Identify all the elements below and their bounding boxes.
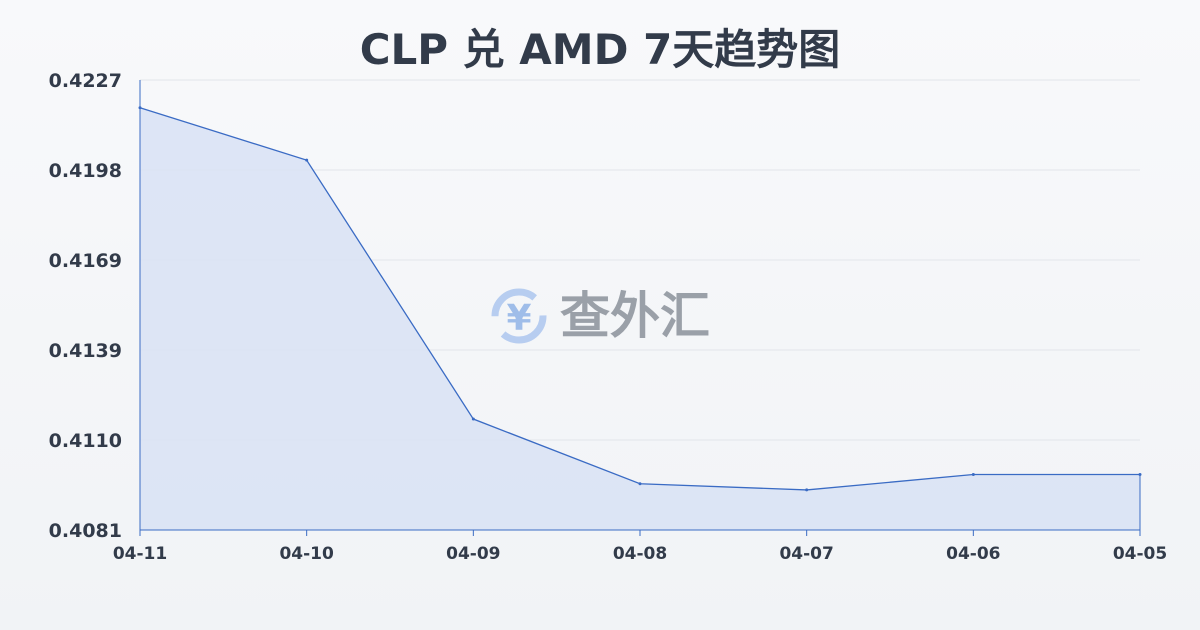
series-area — [140, 107, 1140, 531]
axes — [139, 80, 1141, 536]
y-tick-label: 0.4110 — [49, 430, 122, 452]
x-tick-label: 04-05 — [1113, 544, 1167, 564]
data-point — [638, 482, 642, 486]
yen-exchange-icon: ¥ — [491, 288, 547, 344]
y-tick-label: 0.4227 — [49, 70, 122, 92]
y-tick-label: 0.4169 — [49, 250, 122, 272]
chart-title: CLP 兑 AMD 7天趋势图 — [359, 25, 841, 74]
y-tick-labels: 0.4227 0.4198 0.4169 0.4139 0.4110 0.4081 — [49, 70, 122, 542]
data-point — [805, 488, 809, 492]
x-tick-labels: 04-11 04-10 04-09 04-08 04-07 04-06 04-05 — [113, 544, 1167, 564]
y-tick-label: 0.4081 — [49, 520, 122, 542]
watermark-text: 查外汇 — [560, 287, 710, 345]
svg-text:¥: ¥ — [506, 298, 531, 339]
x-tick-label: 04-07 — [779, 544, 833, 564]
x-tick-label: 04-08 — [613, 544, 667, 564]
x-tick-label: 04-09 — [446, 544, 500, 564]
data-point — [305, 158, 309, 162]
y-tick-label: 0.4198 — [49, 160, 122, 182]
x-tick-label: 04-06 — [946, 544, 1000, 564]
watermark: ¥ 查外汇 — [491, 287, 710, 345]
x-tick-label: 04-11 — [113, 544, 167, 564]
data-point — [971, 473, 975, 477]
series-layer — [138, 106, 1142, 531]
x-tick-label: 04-10 — [279, 544, 334, 564]
data-point — [471, 417, 475, 421]
y-tick-label: 0.4139 — [49, 340, 122, 362]
